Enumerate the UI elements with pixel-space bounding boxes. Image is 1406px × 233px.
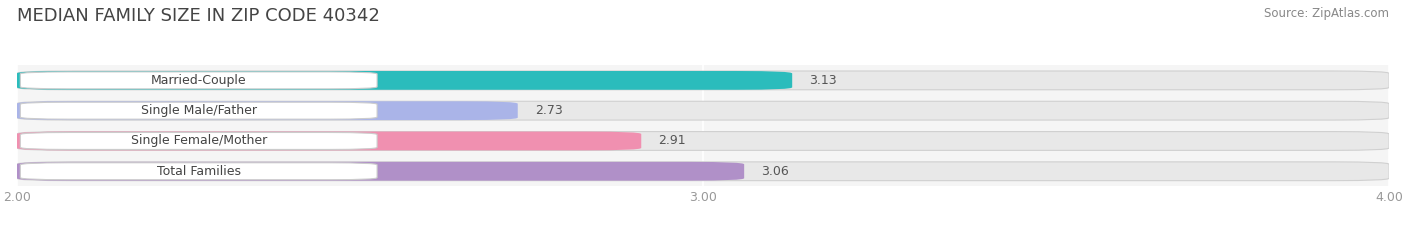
FancyBboxPatch shape [20,133,377,149]
FancyBboxPatch shape [17,71,792,90]
Text: Source: ZipAtlas.com: Source: ZipAtlas.com [1264,7,1389,20]
FancyBboxPatch shape [20,72,377,89]
FancyBboxPatch shape [20,102,377,119]
FancyBboxPatch shape [17,132,641,150]
Text: Total Families: Total Families [156,165,240,178]
Text: Single Male/Father: Single Male/Father [141,104,257,117]
FancyBboxPatch shape [17,162,1389,181]
FancyBboxPatch shape [17,162,744,181]
Text: 3.06: 3.06 [761,165,789,178]
FancyBboxPatch shape [17,71,1389,90]
Text: Single Female/Mother: Single Female/Mother [131,134,267,147]
FancyBboxPatch shape [20,163,377,180]
Text: 3.13: 3.13 [810,74,837,87]
Text: 2.91: 2.91 [658,134,686,147]
Text: Married-Couple: Married-Couple [150,74,246,87]
FancyBboxPatch shape [17,101,517,120]
FancyBboxPatch shape [17,101,1389,120]
FancyBboxPatch shape [17,132,1389,150]
Text: MEDIAN FAMILY SIZE IN ZIP CODE 40342: MEDIAN FAMILY SIZE IN ZIP CODE 40342 [17,7,380,25]
Text: 2.73: 2.73 [534,104,562,117]
